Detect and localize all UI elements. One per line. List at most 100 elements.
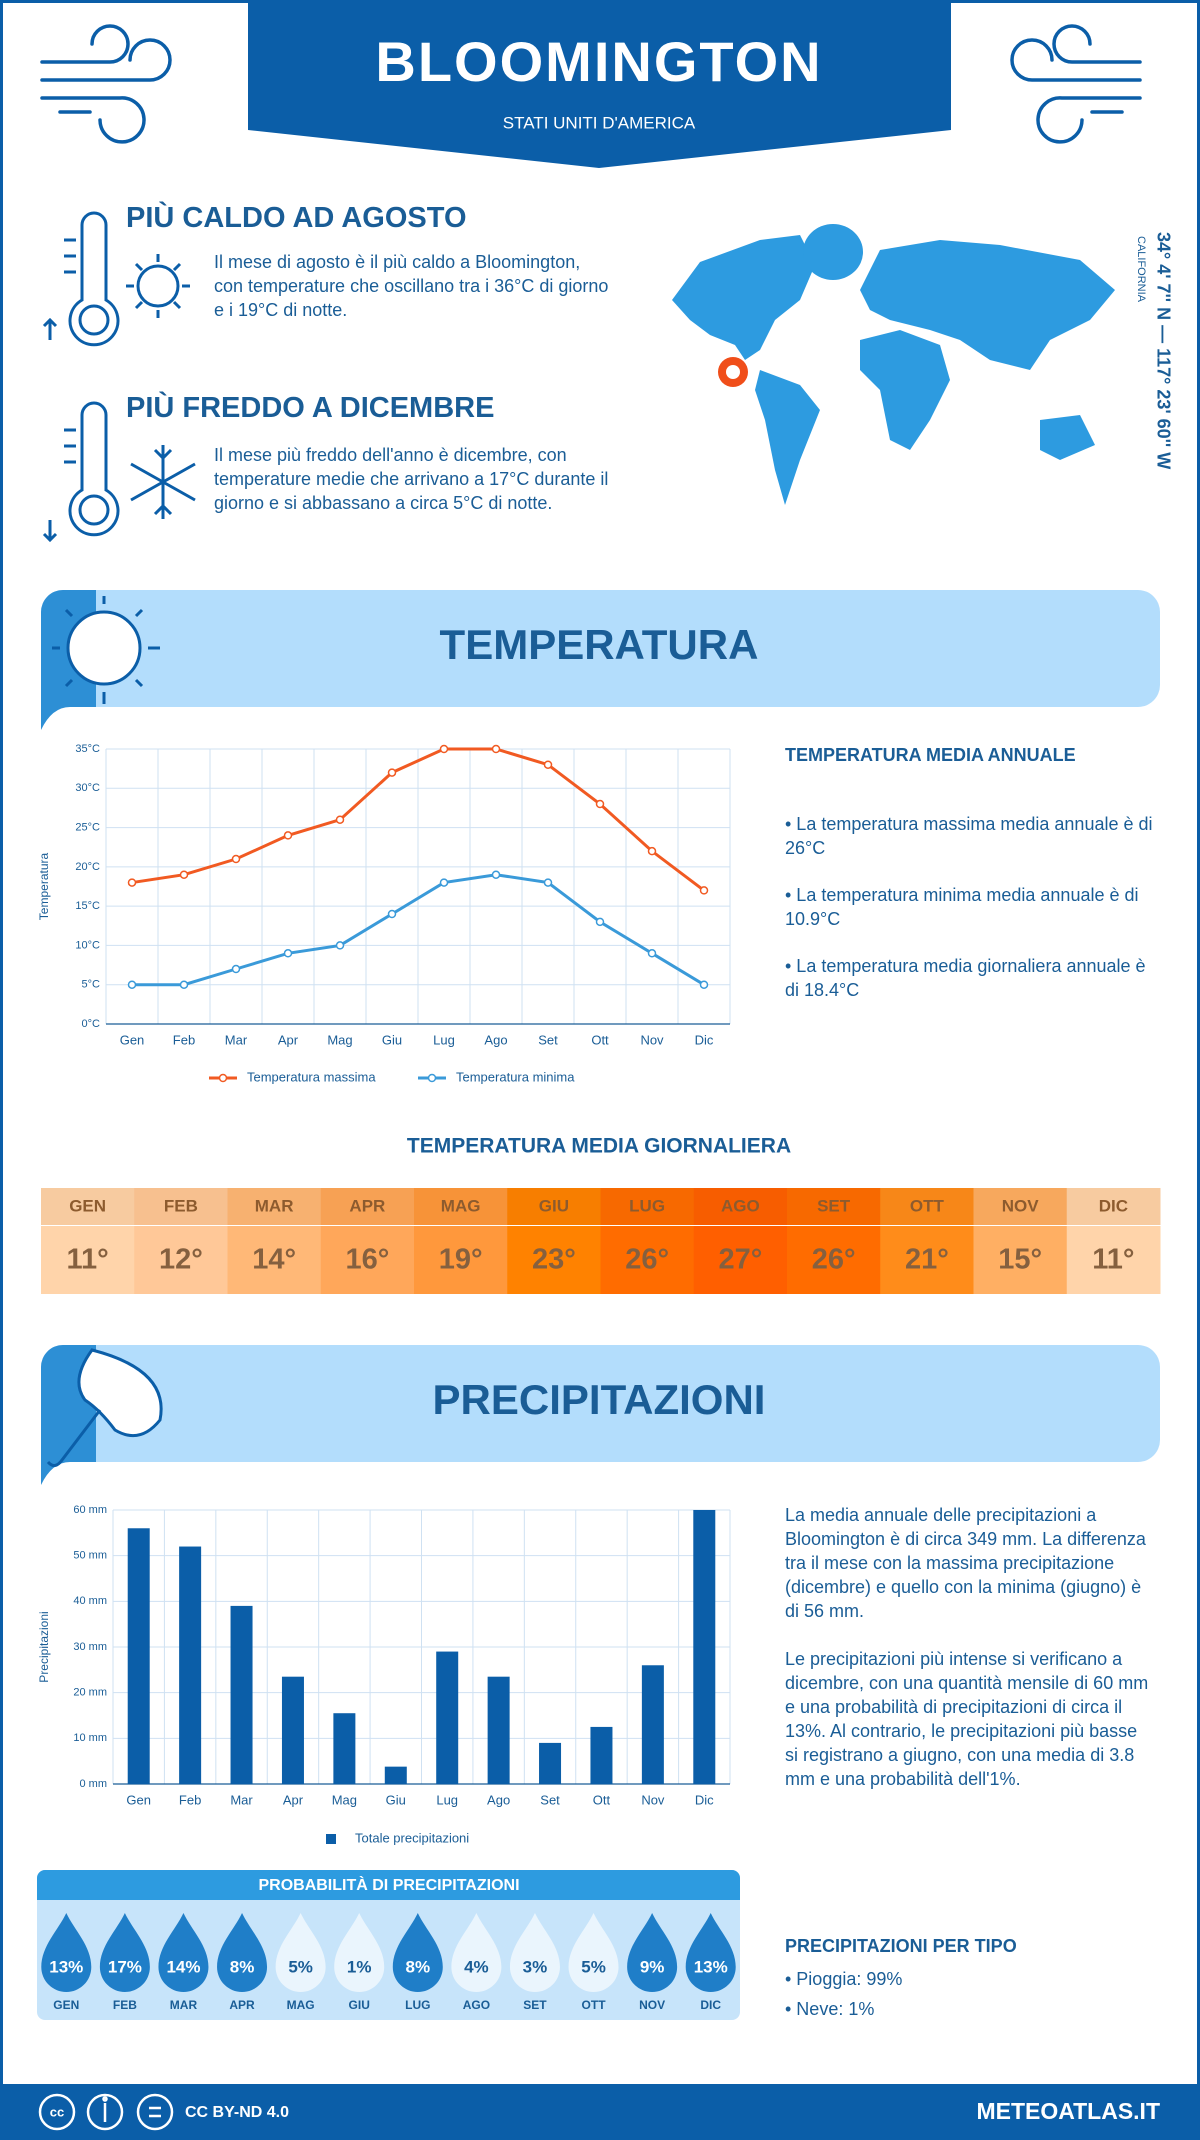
probability-month: GEN xyxy=(53,1998,79,2012)
rain-drop xyxy=(275,1913,326,1992)
probability-value: 13% xyxy=(694,1957,728,1976)
x-tick-label: Dic xyxy=(695,1792,714,1807)
probability-value: 3% xyxy=(523,1957,548,1976)
annual-item: • La temperatura minima media annuale è … xyxy=(785,885,1139,929)
point xyxy=(231,964,241,974)
coordinates: 34° 4' 7'' N — 117° 23' 60'' W xyxy=(1153,232,1173,469)
daily-value: 26° xyxy=(625,1244,669,1276)
x-tick-label: Apr xyxy=(278,1032,299,1047)
x-tick-label: Nov xyxy=(640,1032,664,1047)
daily-month: APR xyxy=(349,1196,385,1215)
daily-header-shade xyxy=(600,1188,695,1225)
license-icons xyxy=(38,2093,174,2131)
point xyxy=(595,799,605,809)
daily-value-cell xyxy=(973,1226,1068,1294)
daily-header-shade xyxy=(227,1188,322,1225)
y-tick-label: 0°C xyxy=(82,1018,101,1030)
daily-value: 16° xyxy=(345,1244,389,1276)
bar xyxy=(281,1676,304,1784)
daily-header-cell xyxy=(134,1188,228,1225)
daily-header-shade xyxy=(973,1188,1068,1225)
x-tick-label: Mag xyxy=(327,1032,352,1047)
x-tick-label: Feb xyxy=(179,1792,201,1807)
x-tick-label: Dic xyxy=(695,1032,714,1047)
point xyxy=(283,831,293,840)
point xyxy=(231,854,241,864)
paragraph: La media annuale delle precipitazioni a … xyxy=(785,1505,1146,1621)
point xyxy=(335,941,345,950)
probability-month: APR xyxy=(229,1998,255,2012)
bar xyxy=(384,1766,407,1784)
thermometer-cold-icon xyxy=(42,401,120,543)
umbrella-icon xyxy=(46,1348,163,1467)
rain-drop xyxy=(392,1913,443,1992)
x-tick-label: Ott xyxy=(591,1032,609,1047)
probability-box xyxy=(37,1870,740,2020)
bar xyxy=(230,1605,253,1784)
daily-value: 27° xyxy=(718,1244,762,1276)
highlight-text: Il mese più freddo dell'anno è dicembre,… xyxy=(214,445,609,513)
bar xyxy=(179,1546,202,1784)
daily-month: OTT xyxy=(910,1196,945,1215)
daily-value-cell xyxy=(414,1226,508,1294)
legend-swatch xyxy=(326,1834,336,1844)
bar xyxy=(590,1726,613,1784)
line xyxy=(132,873,705,987)
x-tick-label: Set xyxy=(538,1032,558,1047)
daily-value: 11° xyxy=(1092,1244,1134,1276)
point xyxy=(543,878,553,887)
annual-item: • La temperatura media giornaliera annua… xyxy=(785,956,1146,1000)
daily-value: 21° xyxy=(905,1244,949,1276)
annual-item: • La temperatura massima media annuale è… xyxy=(785,814,1153,858)
probability-month: DIC xyxy=(700,1998,721,2012)
cc-mark: cc xyxy=(50,2104,64,2119)
highlight-title: PIÙ CALDO AD AGOSTO xyxy=(126,202,467,234)
precipitation-text: La media annuale delle precipitazioni a … xyxy=(785,1503,1155,1815)
bar xyxy=(641,1665,664,1784)
probability-title: PROBABILITÀ DI PRECIPITAZIONI xyxy=(258,1875,519,1894)
probability-value: 1% xyxy=(347,1957,372,1976)
daily-header-shade xyxy=(1066,1188,1161,1225)
y-tick-label: 30 mm xyxy=(73,1641,107,1653)
probability-title-bar xyxy=(37,1870,740,1900)
daily-header-cell xyxy=(787,1188,881,1225)
daily-value: 15° xyxy=(998,1244,1042,1276)
x-tick-label: Giu xyxy=(386,1792,406,1807)
x-tick-label: Mar xyxy=(230,1792,253,1807)
daily-header-shade xyxy=(134,1188,228,1225)
highlight-text: Il mese di agosto è il più caldo a Bloom… xyxy=(214,252,609,320)
point xyxy=(491,744,501,754)
site-name[interactable]: METEOATLAS.IT xyxy=(976,2098,1160,2124)
daily-month: GIU xyxy=(539,1196,569,1215)
rain-drop xyxy=(509,1913,560,1992)
by-type-title: PRECIPITAZIONI PER TIPO xyxy=(785,1936,1017,1956)
probability-month: LUG xyxy=(405,1998,430,2012)
probability-value: 4% xyxy=(464,1957,489,1976)
bar xyxy=(539,1742,562,1784)
bar xyxy=(333,1713,356,1784)
daily-header-shade xyxy=(320,1188,415,1225)
daily-value-cell xyxy=(320,1226,415,1294)
bar xyxy=(127,1528,150,1784)
y-tick-label: 5°C xyxy=(82,979,101,991)
legend-label: Totale precipitazioni xyxy=(355,1830,469,1845)
daily-header-cell xyxy=(880,1188,974,1225)
y-tick-label: 0 mm xyxy=(80,1778,108,1790)
daily-header-shade xyxy=(41,1188,135,1225)
city-title: BLOOMINGTON xyxy=(375,30,822,93)
bar xyxy=(436,1651,459,1784)
country-subtitle: STATI UNITI D'AMERICA xyxy=(503,113,696,132)
wind-icon-right xyxy=(1010,24,1142,144)
daily-month: SET xyxy=(817,1196,851,1215)
daily-value-cell xyxy=(1066,1226,1161,1294)
probability-value: 14% xyxy=(166,1957,200,1976)
daily-month: LUG xyxy=(629,1196,665,1215)
daily-header-cell xyxy=(973,1188,1068,1225)
section-title: TEMPERATURA xyxy=(440,621,759,668)
daily-value: 14° xyxy=(252,1244,296,1276)
rain-drop xyxy=(568,1913,619,1992)
x-tick-label: Mag xyxy=(332,1792,357,1807)
y-tick-label: 25°C xyxy=(75,821,100,833)
y-tick-label: 20 mm xyxy=(73,1687,107,1699)
